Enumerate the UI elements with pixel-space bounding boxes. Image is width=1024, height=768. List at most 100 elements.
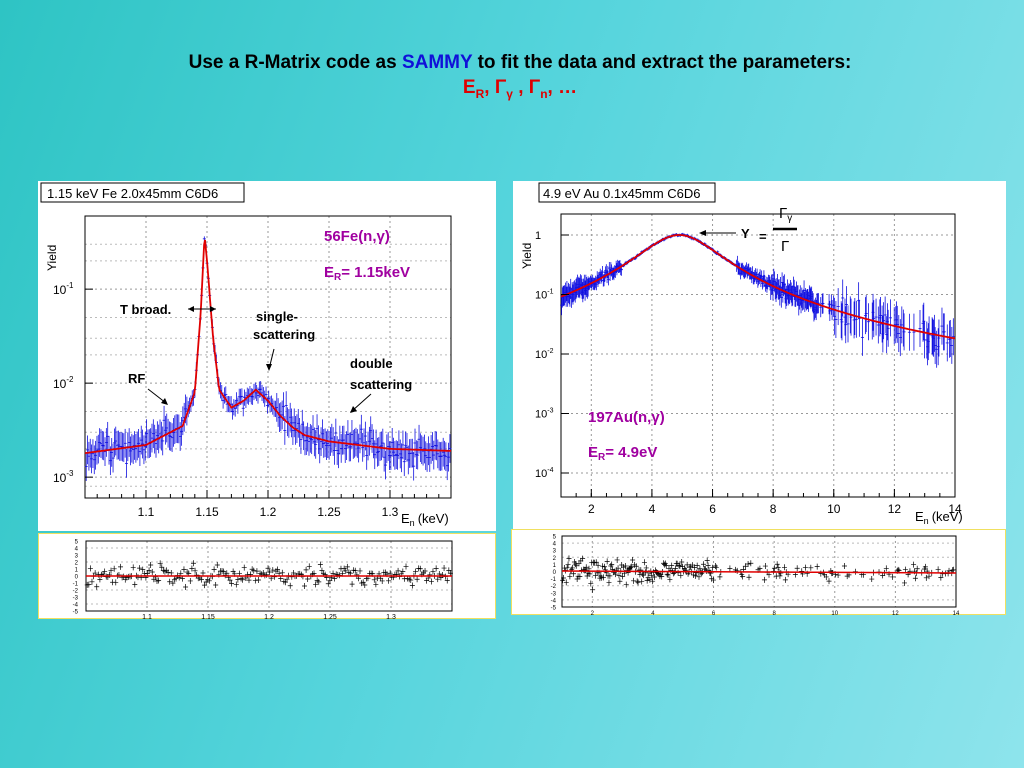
fe-res-point [413,568,419,575]
au-energy-label: ER= 4.9eV [588,444,657,463]
au-res-point [617,578,623,585]
fe-res-point [200,570,206,577]
au-xtick-label: 14 [948,502,962,516]
fe-res-point [316,578,322,585]
fe-res-point [403,563,409,570]
fe-res-xtick-label: 1.3 [386,614,396,620]
au-res-points [560,555,957,593]
fe-res-point [251,567,257,574]
fe-res-point [102,568,108,575]
au-res-point [775,564,781,571]
fe-res-point [371,576,377,583]
fe-fit-line [84,239,451,455]
au-res-point [890,573,896,580]
au-res-point [677,562,683,569]
au-res-point [745,560,751,567]
fe-res-point [165,569,171,576]
au-res-xtick-label: 6 [712,611,716,616]
au-res-point [696,573,702,580]
au-res-point [623,581,629,588]
au-res-point [926,573,932,580]
fe-single-label-2: scattering [253,327,315,342]
au-res-point [713,564,719,571]
fe-res-point [157,560,163,567]
fe-res-point [168,569,174,576]
au-res-point [697,565,703,572]
fe-res-point [447,570,453,577]
au-res-point [608,562,614,569]
fe-res-ytick-label: -5 [73,610,79,616]
fe-res-point [87,565,93,572]
fe-res-ytick-label: -3 [73,596,79,602]
au-res-ytick-label: 5 [553,535,557,541]
fe-res-point [343,567,349,574]
fe-res-point [159,564,165,571]
au-res-point [577,573,583,580]
title-code: SAMMY [401,52,473,73]
au-res-point [912,575,918,582]
fe-res-point [183,583,189,590]
param-gamma: Γ [494,77,507,98]
fe-res-points [84,560,453,590]
au-res-point [694,562,700,569]
fe-ylabel: Yield [45,245,59,271]
au-res-point [826,578,832,585]
fe-res-point [395,567,401,574]
fe-res-point [428,578,434,585]
au-res-point [573,562,579,569]
fe-res-point [192,567,198,574]
au-title-box [538,182,716,203]
param-tail: , … [547,77,578,98]
au-res-point [727,565,733,572]
fe-res-point [352,567,358,574]
au-res-point [584,572,590,579]
au-res-point [914,565,920,572]
fe-res-point [116,571,122,578]
au-res-ytick-label: -2 [551,584,557,590]
au-res-point [687,564,693,571]
fe-res-point [170,580,176,587]
au-res-point [781,564,787,571]
fe-res-point [357,567,363,574]
fe-res-point [263,571,269,578]
fe-res-point [319,567,325,574]
au-xtick-label: 6 [709,502,716,516]
fe-res-point [441,565,447,572]
param-n-sub: n [540,86,548,101]
au-res-point [691,564,697,571]
au-res-point [604,558,610,565]
fe-res-point [349,581,355,588]
au-res-point [951,566,957,573]
au-res-point [609,561,615,568]
fe-res-point [325,580,331,587]
au-res-point [818,570,824,577]
fe-res-point [187,577,193,584]
fe-res-point [213,582,219,589]
fe-res-point [149,569,155,576]
fe-res-point [221,568,227,575]
fe-grid [85,216,451,498]
au-res-point [601,574,607,581]
fe-res-point [275,566,281,573]
fe-res-point [137,565,143,572]
au-res-point [650,578,656,585]
au-res-point [631,577,637,584]
au-res-point [634,578,640,585]
au-res-point [669,562,675,569]
fe-rf-arrowhead [161,398,168,405]
au-res-point [582,567,588,574]
fe-res-point [113,579,119,586]
au-res-point [679,558,685,565]
fe-xlabel: En (keV) [401,511,449,528]
au-res-ytick-label: 2 [553,556,557,562]
au-res-point [567,573,573,580]
au-res-point [588,580,594,587]
au-res-point [712,562,718,569]
au-xtick-label: 8 [770,502,777,516]
fe-res-point [233,581,239,588]
au-res-point [630,556,636,563]
fe-res-point [202,582,208,589]
fe-res-point [435,576,441,583]
